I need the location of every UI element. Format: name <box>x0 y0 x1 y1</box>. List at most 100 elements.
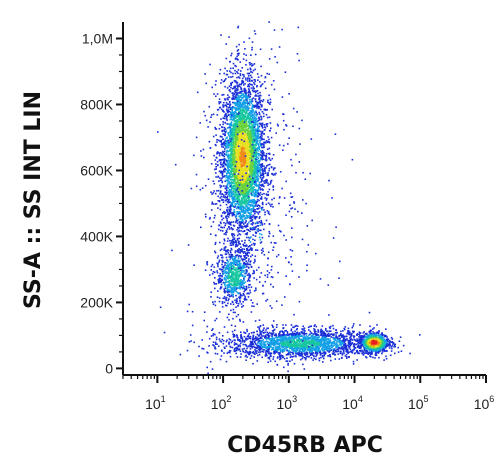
data-point <box>223 176 225 178</box>
data-point <box>231 137 234 139</box>
data-point <box>221 94 223 96</box>
data-point <box>214 203 216 205</box>
data-point <box>225 108 228 111</box>
data-point <box>233 120 236 122</box>
data-point <box>230 324 233 327</box>
data-point <box>223 155 226 158</box>
data-point <box>227 141 229 143</box>
data-point <box>250 83 252 86</box>
data-point <box>224 253 227 255</box>
data-point <box>227 286 229 288</box>
data-point <box>206 263 209 266</box>
data-point <box>254 255 257 257</box>
data-point <box>266 274 269 276</box>
data-point <box>260 185 263 187</box>
data-point <box>229 100 231 103</box>
data-point <box>238 124 240 127</box>
data-point <box>230 141 232 144</box>
data-point <box>246 107 249 109</box>
data-point <box>233 258 236 260</box>
data-point <box>236 103 239 106</box>
data-point <box>240 256 242 258</box>
data-point <box>228 106 231 109</box>
data-point <box>237 159 240 162</box>
data-point <box>245 77 247 80</box>
data-point <box>241 121 244 123</box>
data-point <box>252 90 255 93</box>
data-point <box>249 68 252 71</box>
data-point <box>229 242 232 244</box>
data-point <box>253 290 256 292</box>
data-point <box>258 155 260 157</box>
data-point <box>247 173 249 175</box>
data-point <box>239 201 241 204</box>
data-point <box>246 100 248 102</box>
data-point <box>269 101 272 104</box>
data-point <box>214 159 217 161</box>
data-point <box>237 72 239 75</box>
data-point <box>265 124 267 126</box>
data-point <box>229 163 231 166</box>
data-point <box>234 286 236 288</box>
data-point <box>268 138 270 141</box>
data-point <box>239 356 242 358</box>
data-point <box>275 172 277 175</box>
data-point <box>234 275 237 278</box>
data-point <box>227 170 230 173</box>
data-point <box>237 139 240 141</box>
data-point <box>237 184 239 186</box>
data-point <box>222 297 225 300</box>
data-point <box>237 151 239 153</box>
data-point <box>232 101 234 104</box>
data-point <box>220 179 223 181</box>
data-point <box>236 250 238 253</box>
data-point <box>227 302 229 305</box>
data-point <box>239 135 242 137</box>
data-point <box>250 266 253 268</box>
data-point <box>258 183 260 186</box>
data-point <box>249 142 252 145</box>
data-point <box>219 275 222 277</box>
data-point <box>234 241 237 244</box>
data-point <box>233 269 236 271</box>
data-point <box>228 166 230 169</box>
data-point <box>223 115 226 118</box>
data-point <box>223 242 225 245</box>
data-point <box>222 104 224 106</box>
data-point <box>269 183 271 186</box>
data-point <box>249 230 251 233</box>
data-point <box>257 139 259 142</box>
data-point <box>245 64 247 66</box>
data-point <box>223 276 226 279</box>
data-point <box>247 68 249 71</box>
data-point <box>242 115 244 117</box>
data-point <box>230 265 233 267</box>
data-point <box>254 153 256 155</box>
data-point <box>260 118 263 120</box>
data-point <box>229 154 232 157</box>
data-point <box>235 242 238 244</box>
data-point <box>257 175 259 177</box>
data-point <box>261 168 264 170</box>
data-point <box>259 184 261 186</box>
data-point <box>245 144 248 147</box>
data-point <box>253 166 256 168</box>
data-point <box>230 208 232 210</box>
data-point <box>223 272 226 274</box>
data-point <box>237 148 239 151</box>
data-point <box>255 140 257 143</box>
data-point <box>226 267 228 269</box>
data-point <box>233 263 235 265</box>
data-point <box>233 98 235 100</box>
data-point <box>235 181 237 184</box>
data-point <box>220 158 222 161</box>
data-point <box>245 260 247 262</box>
data-point <box>251 107 254 109</box>
data-point <box>235 189 237 191</box>
data-point <box>249 74 252 77</box>
data-point <box>261 127 264 129</box>
data-point <box>239 111 241 113</box>
data-point <box>246 254 248 256</box>
data-point <box>231 161 234 163</box>
data-point <box>232 193 234 196</box>
